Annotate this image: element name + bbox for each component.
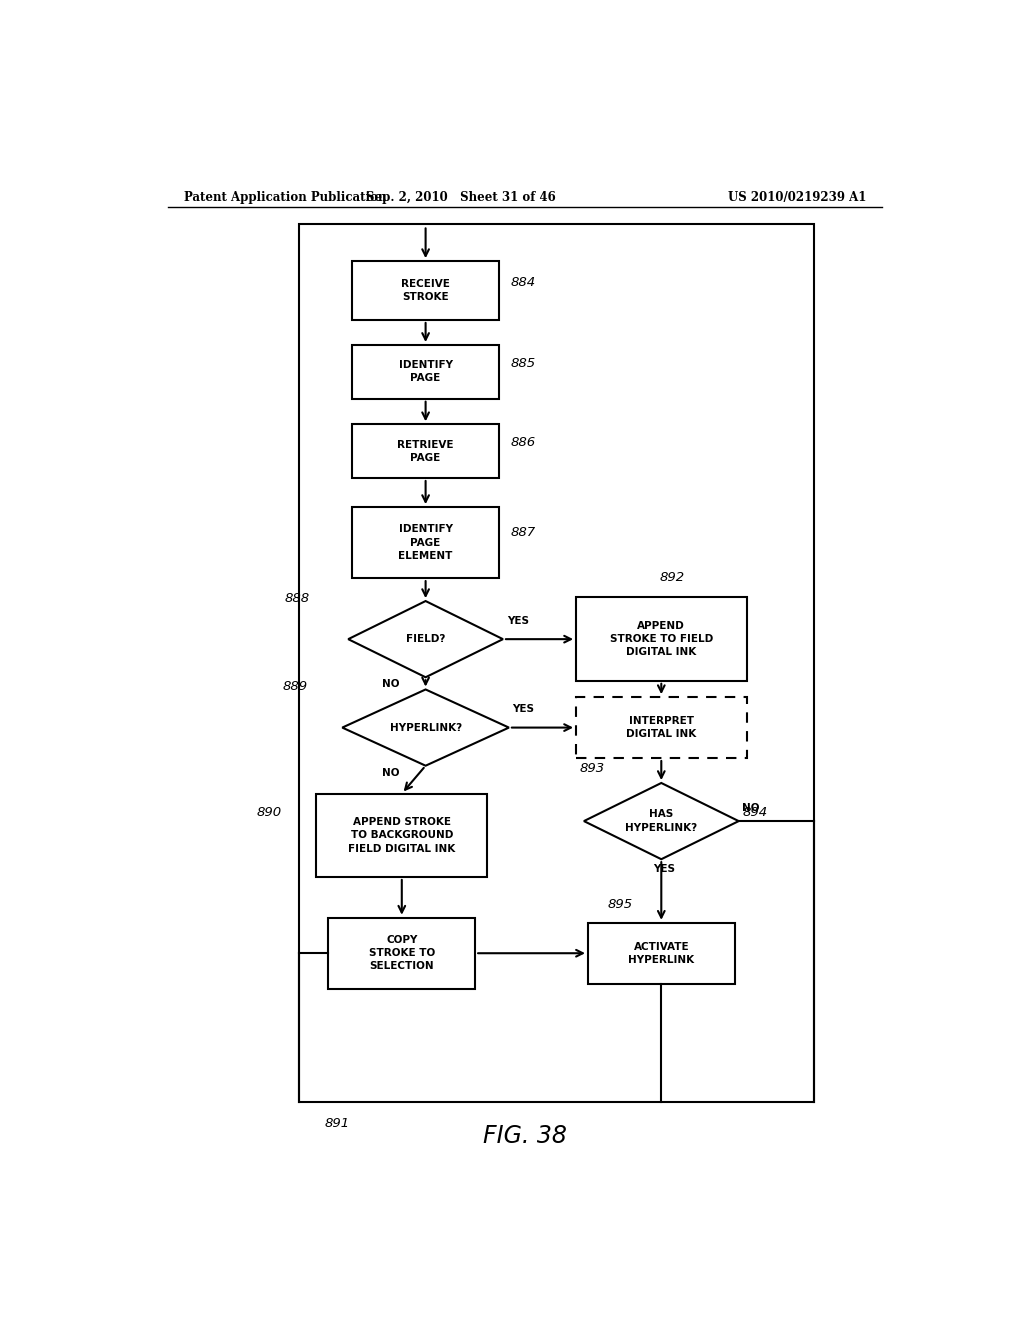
- Text: FIELD?: FIELD?: [406, 634, 445, 644]
- Bar: [575, 598, 746, 681]
- Text: IDENTIFY
PAGE
ELEMENT: IDENTIFY PAGE ELEMENT: [398, 524, 453, 561]
- Text: Sep. 2, 2010   Sheet 31 of 46: Sep. 2, 2010 Sheet 31 of 46: [367, 190, 556, 203]
- Bar: [352, 507, 499, 578]
- Bar: [316, 793, 487, 876]
- Text: 885: 885: [511, 358, 536, 370]
- Text: 890: 890: [257, 807, 282, 820]
- Bar: [352, 261, 499, 319]
- Text: YES: YES: [512, 705, 535, 714]
- Text: 889: 889: [283, 680, 308, 693]
- Text: FIG. 38: FIG. 38: [483, 1125, 566, 1148]
- Bar: [352, 424, 499, 478]
- Text: YES: YES: [653, 865, 676, 874]
- Polygon shape: [348, 601, 503, 677]
- Text: 886: 886: [511, 437, 536, 450]
- Bar: [352, 345, 499, 399]
- Polygon shape: [584, 783, 738, 859]
- Text: Patent Application Publication: Patent Application Publication: [183, 190, 386, 203]
- Bar: [329, 917, 475, 989]
- Text: APPEND
STROKE TO FIELD
DIGITAL INK: APPEND STROKE TO FIELD DIGITAL INK: [609, 620, 713, 657]
- Text: COPY
STROKE TO
SELECTION: COPY STROKE TO SELECTION: [369, 935, 435, 972]
- Text: 894: 894: [742, 807, 768, 820]
- Text: ACTIVATE
HYPERLINK: ACTIVATE HYPERLINK: [629, 941, 694, 965]
- Text: INTERPRET
DIGITAL INK: INTERPRET DIGITAL INK: [626, 715, 696, 739]
- Text: 892: 892: [659, 570, 684, 583]
- Text: 895: 895: [607, 898, 633, 911]
- Text: 887: 887: [511, 525, 536, 539]
- Polygon shape: [342, 689, 509, 766]
- Text: YES: YES: [507, 616, 529, 626]
- Bar: [299, 224, 814, 1102]
- Text: NO: NO: [741, 803, 760, 813]
- Text: NO: NO: [382, 768, 399, 777]
- Text: NO: NO: [382, 680, 399, 689]
- Bar: [588, 923, 734, 983]
- Text: HYPERLINK?: HYPERLINK?: [389, 722, 462, 733]
- Text: RETRIEVE
PAGE: RETRIEVE PAGE: [397, 440, 454, 463]
- Text: HAS
HYPERLINK?: HAS HYPERLINK?: [626, 809, 697, 833]
- Text: 893: 893: [580, 762, 605, 775]
- Text: IDENTIFY
PAGE: IDENTIFY PAGE: [398, 360, 453, 383]
- Bar: [575, 697, 746, 758]
- Text: APPEND STROKE
TO BACKGROUND
FIELD DIGITAL INK: APPEND STROKE TO BACKGROUND FIELD DIGITA…: [348, 817, 456, 854]
- Text: RECEIVE
STROKE: RECEIVE STROKE: [401, 279, 450, 302]
- Text: US 2010/0219239 A1: US 2010/0219239 A1: [728, 190, 866, 203]
- Text: 888: 888: [285, 591, 310, 605]
- Text: 884: 884: [511, 276, 536, 289]
- Text: 891: 891: [325, 1118, 349, 1130]
